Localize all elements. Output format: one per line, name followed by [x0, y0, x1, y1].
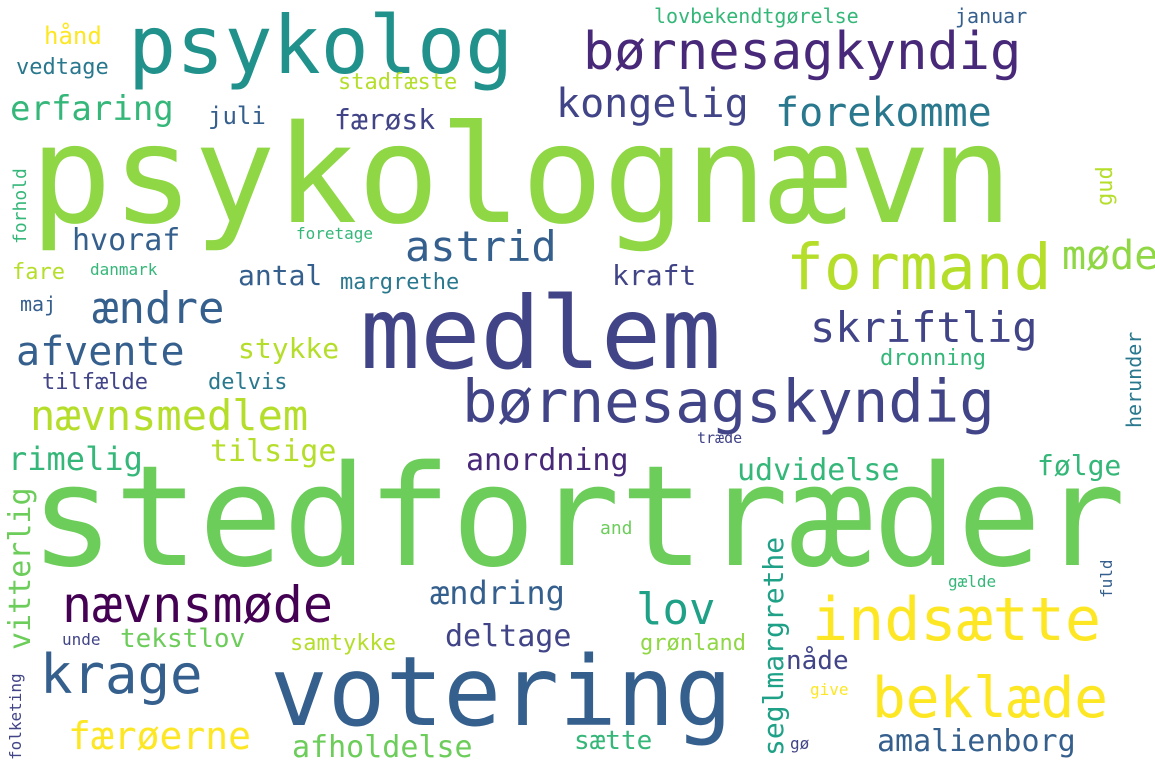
word-fuld: fuld: [1097, 559, 1116, 598]
word-give: give: [810, 680, 849, 699]
word-aendring: ændring: [430, 574, 565, 612]
word-danmark: danmark: [90, 260, 158, 279]
word-astrid: astrid: [405, 222, 557, 271]
word-boernesagskyndig: børnesagskyndig: [462, 367, 995, 436]
word-vedtage: vedtage: [16, 55, 109, 80]
word-saette: sætte: [574, 726, 653, 756]
word-groenland: grønland: [640, 631, 746, 656]
word-seglmargrethe: seglmargrethe: [757, 536, 790, 756]
word-psykolognaevn: psykolognævn: [30, 97, 1013, 255]
word-votering: votering: [270, 636, 733, 748]
word-kraft: kraft: [612, 259, 697, 292]
word-naevnsmoede: nævnsmøde: [62, 576, 333, 634]
word-margrethe: margrethe: [340, 270, 460, 295]
word-kongelig: kongelig: [556, 81, 749, 127]
word-juli: juli: [208, 102, 266, 130]
word-krage: krage: [40, 643, 203, 706]
word-faeroesk: færøsk: [334, 103, 436, 136]
word-unde: unde: [62, 630, 101, 649]
word-gud: gud: [1093, 166, 1118, 206]
word-skriftlig: skriftlig: [810, 303, 1038, 352]
word-traede: træde: [697, 429, 743, 447]
word-forhold: forhold: [10, 168, 31, 244]
word-indsaette: indsætte: [812, 585, 1101, 655]
word-udvidelse: udvidelse: [737, 453, 900, 488]
word-boernesagkyndig: børnesagkyndig: [583, 22, 1022, 82]
word-formand: formand: [786, 231, 1052, 304]
word-and: and: [600, 518, 633, 539]
word-deltage: deltage: [445, 619, 572, 654]
word-medlem: medlem: [360, 275, 722, 392]
word-herunder: herunder: [1122, 331, 1146, 428]
word-antal: antal: [238, 259, 323, 292]
word-folketing: folketing: [6, 673, 25, 760]
word-stedfortraeder: stedfortræder: [30, 436, 1126, 599]
word-fare: fare: [12, 260, 65, 285]
word-lovbekendtgoerelse: lovbekendtgørelse: [654, 4, 859, 28]
word-rimelig: rimelig: [8, 440, 143, 478]
word-gaelde: gælde: [948, 572, 997, 591]
word-psykolog: psykolog: [128, 0, 514, 92]
word-foretage: foretage: [296, 224, 374, 243]
word-tilsige: tilsige: [210, 434, 337, 469]
word-januar: januar: [955, 4, 1028, 28]
word-tekstlov: tekstlov: [120, 624, 246, 654]
word-faeroeerne: færøerne: [68, 714, 252, 758]
word-samtykke: samtykke: [290, 631, 396, 656]
word-beklaede: beklæde: [872, 666, 1109, 731]
word-hvoraf: hvoraf: [72, 223, 181, 258]
word-moede: møde: [1062, 233, 1155, 279]
word-amalienborg: amalienborg: [877, 724, 1076, 759]
word-stadfaeste: stadfæste: [338, 70, 458, 95]
word-haand: hånd: [44, 22, 102, 50]
word-anordning: anordning: [466, 443, 629, 478]
word-aendre: ændre: [92, 283, 225, 334]
word-foelge: følge: [1037, 449, 1122, 482]
word-goe: gø: [790, 734, 810, 753]
word-dronning: dronning: [880, 346, 986, 371]
word-tilfaelde: tilfælde: [42, 370, 148, 395]
word-lov: lov: [636, 584, 716, 635]
word-vitterlig: vitterlig: [3, 487, 38, 650]
word-maj: maj: [20, 292, 57, 316]
word-afholdelse: afholdelse: [292, 730, 473, 765]
word-afvente: afvente: [16, 329, 185, 375]
word-stykke: stykke: [238, 332, 340, 365]
word-erfaring: erfaring: [10, 89, 174, 129]
word-naevnsmedlem: nævnsmedlem: [30, 391, 309, 440]
word-naade: nåde: [786, 646, 849, 676]
word-delvis: delvis: [208, 370, 288, 395]
word-forekomme: forekomme: [775, 90, 992, 136]
